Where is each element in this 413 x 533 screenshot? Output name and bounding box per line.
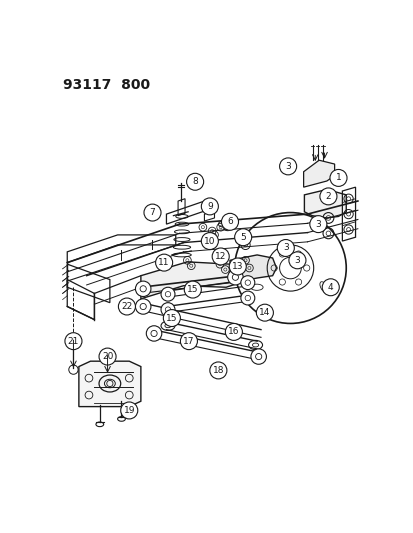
Circle shape (256, 304, 273, 321)
Circle shape (329, 169, 346, 187)
Text: 3: 3 (294, 256, 299, 265)
Circle shape (321, 279, 339, 296)
Text: 1: 1 (335, 173, 341, 182)
Text: 7: 7 (149, 208, 155, 217)
Circle shape (201, 198, 218, 215)
Circle shape (227, 270, 242, 285)
Circle shape (121, 402, 138, 419)
Text: 12: 12 (214, 252, 226, 261)
Circle shape (221, 213, 238, 230)
Circle shape (234, 229, 251, 246)
Polygon shape (304, 189, 345, 218)
Text: 16: 16 (228, 327, 239, 336)
Polygon shape (230, 255, 276, 282)
Circle shape (155, 254, 172, 271)
Text: 3: 3 (285, 162, 290, 171)
Polygon shape (140, 262, 237, 299)
Circle shape (240, 276, 254, 289)
Circle shape (277, 239, 294, 256)
Circle shape (225, 324, 242, 341)
Circle shape (163, 310, 180, 327)
Circle shape (99, 348, 116, 365)
Circle shape (65, 333, 82, 350)
Text: 14: 14 (259, 308, 270, 317)
Circle shape (161, 303, 175, 317)
Text: 22: 22 (121, 302, 132, 311)
Circle shape (250, 349, 266, 364)
Text: 93117  800: 93117 800 (63, 78, 150, 92)
Text: 15: 15 (166, 313, 177, 322)
Text: 17: 17 (183, 337, 194, 346)
Text: 10: 10 (204, 237, 215, 246)
Text: 20: 20 (102, 352, 113, 361)
Text: 4: 4 (327, 283, 333, 292)
Text: 9: 9 (206, 202, 212, 211)
Circle shape (212, 248, 229, 265)
Text: 18: 18 (212, 366, 223, 375)
Circle shape (288, 252, 305, 269)
Circle shape (135, 281, 151, 296)
Circle shape (279, 158, 296, 175)
Text: 11: 11 (158, 258, 169, 267)
Polygon shape (303, 160, 334, 187)
Circle shape (209, 362, 226, 379)
Text: 13: 13 (231, 262, 243, 271)
Circle shape (309, 216, 326, 232)
Circle shape (319, 188, 336, 205)
Circle shape (146, 326, 161, 341)
Circle shape (118, 298, 135, 315)
Text: 19: 19 (123, 406, 135, 415)
Circle shape (135, 299, 151, 314)
Circle shape (180, 333, 197, 350)
Circle shape (229, 258, 246, 275)
Circle shape (161, 287, 175, 301)
Circle shape (240, 291, 254, 305)
Text: 15: 15 (187, 285, 198, 294)
Text: 5: 5 (240, 233, 245, 241)
Text: 6: 6 (227, 217, 232, 227)
Circle shape (144, 204, 161, 221)
Text: 8: 8 (192, 177, 197, 186)
Text: 2: 2 (325, 192, 330, 201)
Text: 21: 21 (68, 337, 79, 346)
Circle shape (201, 232, 218, 249)
Polygon shape (79, 361, 140, 407)
Text: 3: 3 (315, 220, 320, 229)
Circle shape (184, 281, 201, 298)
Circle shape (186, 173, 203, 190)
Text: 3: 3 (282, 244, 288, 253)
